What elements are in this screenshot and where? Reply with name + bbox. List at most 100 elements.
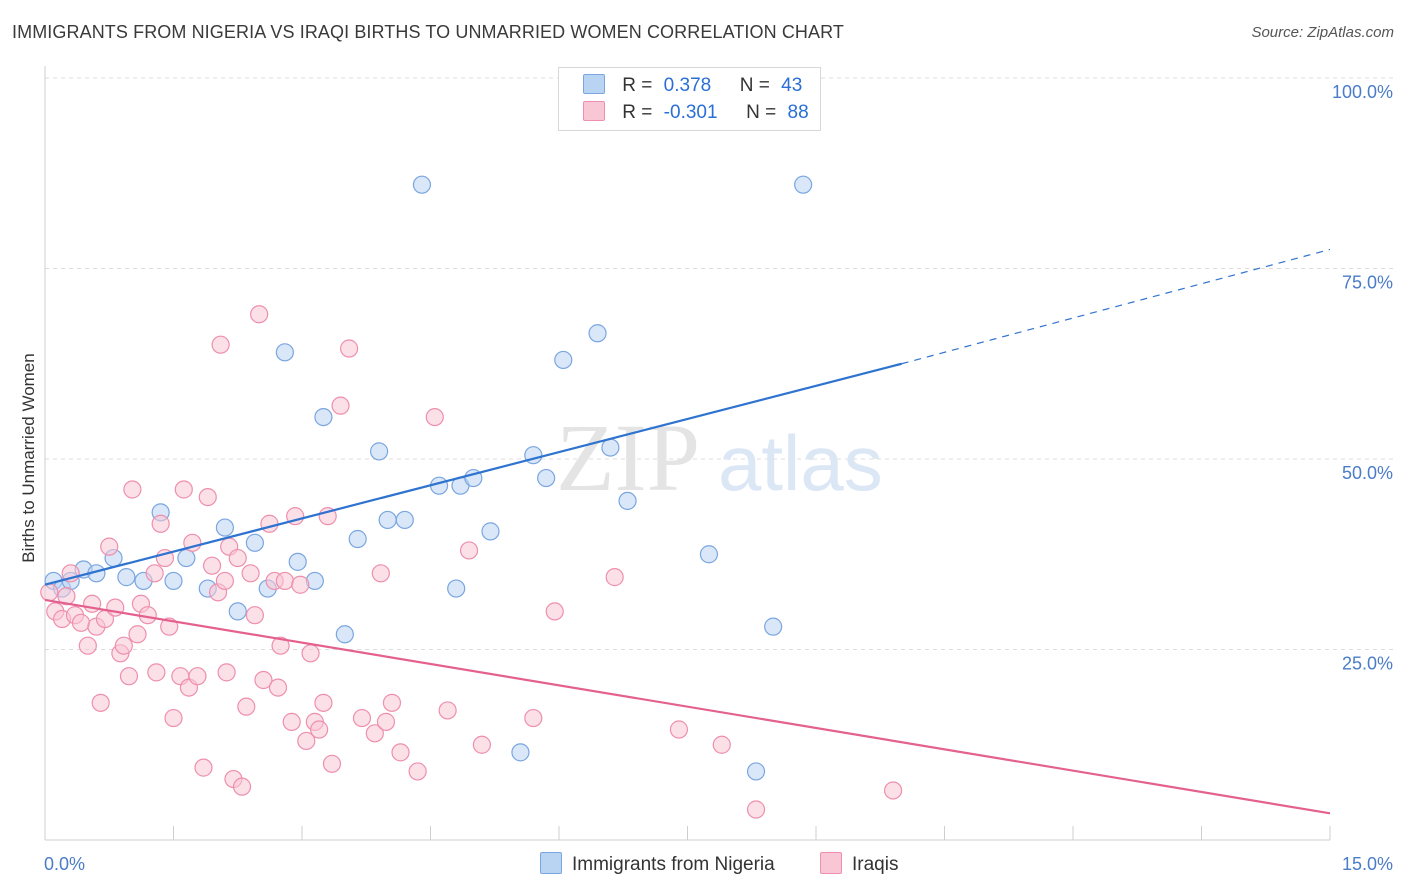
data-point-iraqis xyxy=(100,537,119,556)
data-point-iraqis xyxy=(241,564,260,583)
data-point-nigeria xyxy=(215,518,234,537)
data-point-nigeria xyxy=(746,762,766,781)
r-label: R = xyxy=(622,75,653,96)
trend-line-nigeria xyxy=(44,362,902,586)
data-point-nigeria xyxy=(481,522,500,541)
legend-label-nigeria: Immigrants from Nigeria xyxy=(572,854,775,875)
data-point-nigeria xyxy=(177,548,196,568)
data-point-nigeria xyxy=(245,533,264,552)
data-point-nigeria xyxy=(335,625,354,644)
data-point-iraqis xyxy=(524,708,543,728)
data-point-nigeria xyxy=(511,743,530,762)
data-point-iraqis xyxy=(194,758,213,777)
data-point-iraqis xyxy=(545,602,564,621)
data-point-iraqis xyxy=(164,708,183,728)
legend-swatch-iraqis xyxy=(583,101,605,121)
n-label: N = xyxy=(739,75,770,96)
legend-swatch-nigeria xyxy=(583,74,605,94)
data-point-iraqis xyxy=(151,514,170,533)
data-point-iraqis xyxy=(669,720,689,739)
legend-swatch-nigeria xyxy=(540,852,562,874)
data-point-nigeria xyxy=(601,438,620,457)
legend-row-nigeria: R = 0.378 N = 43 xyxy=(583,74,802,100)
bottom-legend-nigeria: Immigrants from Nigeria xyxy=(540,852,775,876)
data-point-nigeria xyxy=(275,343,294,362)
y-axis-title: Births to Unmarried Women xyxy=(19,353,38,562)
data-point-iraqis xyxy=(232,777,252,796)
trend-extension-nigeria xyxy=(901,248,1331,365)
source-credit: Source: ZipAtlas.com xyxy=(1251,24,1394,41)
data-point-iraqis xyxy=(245,606,264,625)
chart-title: IMMIGRANTS FROM NIGERIA VS IRAQI BIRTHS … xyxy=(12,22,845,42)
data-point-nigeria xyxy=(588,324,607,343)
tick-labels: 25.0% 50.0% 75.0% 100.0% 0.0% 15.0% xyxy=(44,82,1393,874)
data-point-iraqis xyxy=(459,541,479,560)
data-point-iraqis xyxy=(145,564,164,583)
data-point-nigeria xyxy=(764,617,783,636)
bottom-legend-iraqis: Iraqis xyxy=(820,852,898,876)
data-point-iraqis xyxy=(408,762,427,781)
trend-lines xyxy=(44,248,1331,815)
y-tick-label: 75.0% xyxy=(1342,273,1393,293)
data-point-nigeria xyxy=(412,175,432,194)
data-point-nigeria xyxy=(537,468,556,488)
data-point-iraqis xyxy=(297,731,316,751)
data-point-nigeria xyxy=(117,568,136,587)
data-point-iraqis xyxy=(147,663,166,682)
data-point-iraqis xyxy=(123,480,142,499)
data-point-nigeria xyxy=(348,529,367,549)
data-point-nigeria xyxy=(395,510,414,530)
y-tick-label: 100.0% xyxy=(1332,82,1393,102)
data-point-iraqis xyxy=(310,720,329,739)
data-point-nigeria xyxy=(378,510,397,530)
legend-row-iraqis: R = -0.301 N = 88 xyxy=(583,101,809,127)
data-point-iraqis xyxy=(119,667,139,686)
data-point-iraqis xyxy=(268,678,288,697)
x-tick-label: 0.0% xyxy=(44,854,85,874)
r-value-iraqis: -0.301 xyxy=(663,102,718,123)
data-point-iraqis xyxy=(382,693,402,712)
data-point-iraqis xyxy=(746,800,766,819)
data-point-nigeria xyxy=(447,579,466,598)
data-point-iraqis xyxy=(365,724,384,743)
data-point-iraqis xyxy=(282,712,301,731)
data-point-iraqis xyxy=(217,663,236,682)
legend-swatch-iraqis xyxy=(820,852,842,874)
data-point-iraqis xyxy=(215,571,234,591)
data-point-iraqis xyxy=(883,781,903,800)
watermark-atlas: atlas xyxy=(718,419,883,507)
data-point-iraqis xyxy=(198,488,217,507)
watermark: ZIP atlas xyxy=(556,404,883,511)
y-tick-label: 25.0% xyxy=(1342,654,1393,674)
data-point-iraqis xyxy=(301,644,320,663)
data-point-iraqis xyxy=(57,587,76,606)
y-tick-label: 50.0% xyxy=(1342,463,1393,483)
data-point-nigeria xyxy=(228,602,247,621)
data-point-iraqis xyxy=(376,712,396,731)
data-point-iraqis xyxy=(425,407,444,427)
data-point-iraqis xyxy=(391,743,410,762)
data-point-iraqis xyxy=(352,708,372,728)
data-point-iraqis xyxy=(78,636,97,655)
legend-label-iraqis: Iraqis xyxy=(852,854,899,875)
data-point-iraqis xyxy=(291,575,310,594)
trend-line-iraqis xyxy=(44,598,1331,815)
data-point-iraqis xyxy=(331,396,350,415)
stats-legend: R = 0.378 N = 43 R = -0.301 N = 88 xyxy=(558,67,821,131)
data-point-iraqis xyxy=(271,636,290,655)
n-value-iraqis: 88 xyxy=(787,102,809,123)
data-point-iraqis xyxy=(237,697,256,716)
data-point-iraqis xyxy=(322,754,342,773)
data-point-nigeria xyxy=(370,442,389,461)
r-label: R = xyxy=(622,102,653,123)
n-value-nigeria: 43 xyxy=(781,75,803,96)
data-point-iraqis xyxy=(91,693,110,712)
data-point-iraqis xyxy=(188,667,207,686)
n-label: N = xyxy=(746,102,777,123)
data-point-iraqis xyxy=(712,735,731,754)
data-point-iraqis xyxy=(340,339,359,358)
grid-lines xyxy=(45,77,1395,650)
data-point-iraqis xyxy=(40,583,59,602)
data-point-iraqis xyxy=(314,693,333,712)
